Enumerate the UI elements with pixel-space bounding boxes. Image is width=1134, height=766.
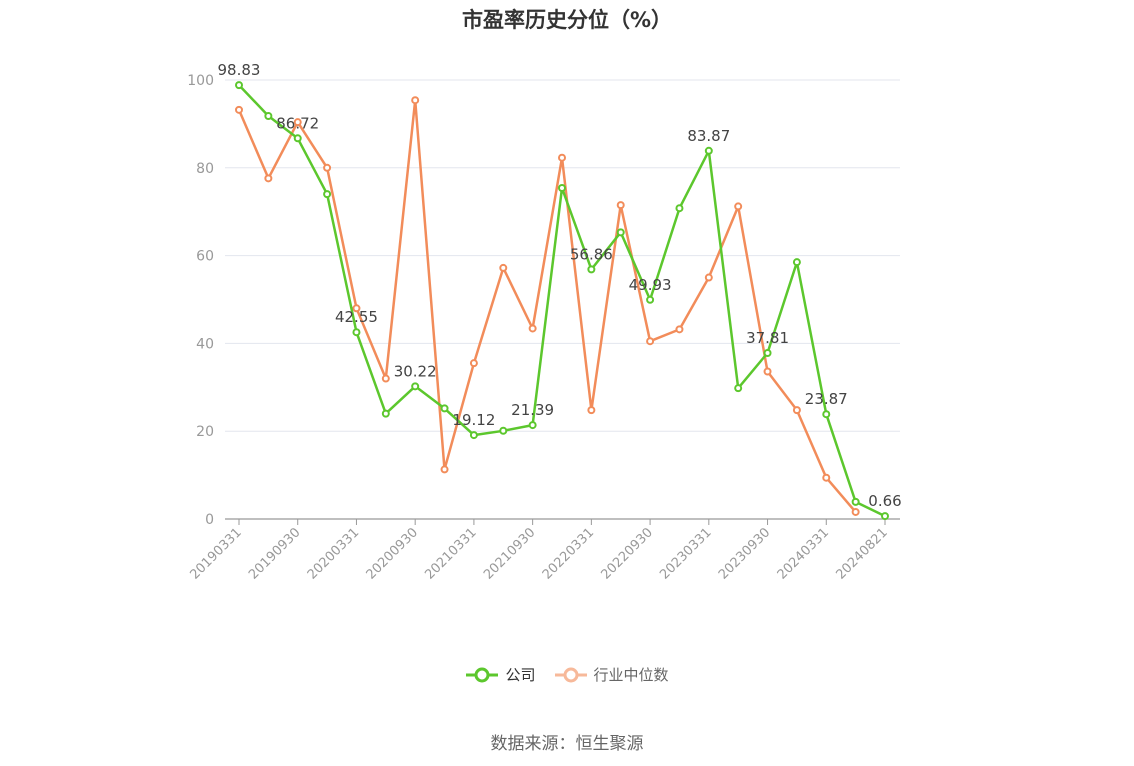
series-line bbox=[238, 84, 886, 518]
data-point[interactable] bbox=[646, 295, 655, 304]
series-company bbox=[235, 81, 889, 521]
data-point[interactable] bbox=[851, 507, 860, 516]
data-point[interactable] bbox=[352, 328, 361, 337]
data-point[interactable] bbox=[264, 174, 273, 183]
x-tick-label: 20220930 bbox=[599, 525, 656, 582]
data-point[interactable] bbox=[616, 228, 625, 237]
grid-lines: 0 20 40 60 80 100 bbox=[187, 73, 900, 528]
x-tick-label: 20240331 bbox=[775, 525, 832, 582]
data-label: 37.81 bbox=[746, 329, 789, 347]
y-tick-label: 100 bbox=[187, 73, 214, 89]
data-point[interactable] bbox=[675, 325, 684, 334]
data-point[interactable] bbox=[587, 265, 596, 274]
y-tick-label: 60 bbox=[196, 249, 214, 265]
data-point[interactable] bbox=[734, 384, 743, 393]
data-labels: 98.83 86.72 42.55 30.22 19.12 21.39 56.86 49.93… bbox=[218, 61, 902, 510]
x-axis: 20190331 20190930 20200331 20200930 20210331… bbox=[187, 518, 900, 583]
data-label: 83.87 bbox=[687, 127, 730, 145]
data-point[interactable] bbox=[528, 324, 537, 333]
data-point[interactable] bbox=[558, 153, 566, 162]
data-point[interactable] bbox=[881, 512, 889, 521]
series-layer bbox=[235, 81, 889, 521]
data-point[interactable] bbox=[646, 337, 655, 346]
legend-item-industry[interactable]: 行业中位数 bbox=[554, 664, 669, 685]
y-tick-label: 40 bbox=[196, 336, 214, 352]
data-point[interactable] bbox=[704, 146, 713, 155]
x-tick-label: 20240821 bbox=[833, 525, 890, 582]
data-point[interactable] bbox=[704, 273, 713, 282]
data-label: 23.87 bbox=[805, 390, 848, 408]
data-label: 19.12 bbox=[452, 411, 495, 429]
data-point[interactable] bbox=[440, 404, 449, 413]
data-label: 30.22 bbox=[394, 362, 437, 380]
source-note: 数据来源：恒生聚源 bbox=[490, 734, 644, 754]
x-tick-label: 20190331 bbox=[187, 525, 244, 582]
data-label: 42.55 bbox=[335, 308, 378, 326]
data-point[interactable] bbox=[792, 258, 801, 267]
data-label: 21.39 bbox=[511, 401, 554, 419]
data-point[interactable] bbox=[469, 359, 478, 368]
data-point[interactable] bbox=[323, 190, 332, 199]
data-point[interactable] bbox=[499, 426, 508, 435]
data-point[interactable] bbox=[558, 183, 566, 192]
data-point[interactable] bbox=[293, 134, 302, 143]
data-point[interactable] bbox=[235, 81, 243, 90]
legend: 公司 行业中位数 bbox=[0, 664, 1134, 685]
data-label: 86.72 bbox=[276, 114, 319, 132]
data-point[interactable] bbox=[499, 263, 508, 272]
x-tick-label: 20230930 bbox=[716, 525, 773, 582]
series-line bbox=[237, 98, 857, 513]
data-point[interactable] bbox=[763, 367, 772, 376]
data-label: 0.66 bbox=[868, 492, 901, 510]
chart-title: 市盈率历史分位（%） bbox=[461, 8, 673, 32]
legend-company-icon bbox=[466, 667, 499, 682]
data-label: 98.83 bbox=[218, 61, 261, 79]
data-point[interactable] bbox=[528, 421, 537, 430]
x-tick-label: 20230331 bbox=[657, 525, 714, 582]
y-tick-label: 80 bbox=[196, 161, 214, 177]
x-tick-label: 20220331 bbox=[540, 525, 597, 582]
series-industry bbox=[235, 96, 860, 516]
x-tick-label: 20210930 bbox=[481, 525, 538, 582]
x-tick-label: 20200930 bbox=[364, 525, 421, 582]
data-point[interactable] bbox=[792, 406, 801, 415]
data-point[interactable] bbox=[587, 406, 596, 415]
data-point[interactable] bbox=[381, 409, 390, 418]
data-point[interactable] bbox=[264, 111, 273, 120]
data-point[interactable] bbox=[411, 96, 420, 105]
data-point[interactable] bbox=[616, 201, 625, 210]
x-tick-label: 20200331 bbox=[305, 525, 362, 582]
data-point[interactable] bbox=[293, 118, 302, 127]
data-point[interactable] bbox=[734, 202, 743, 211]
data-point[interactable] bbox=[822, 410, 831, 419]
data-point[interactable] bbox=[381, 374, 390, 383]
x-tick-label: 20210331 bbox=[422, 525, 479, 582]
data-point[interactable] bbox=[411, 382, 420, 391]
data-point[interactable] bbox=[440, 465, 449, 474]
data-point[interactable] bbox=[822, 473, 831, 482]
data-label: 56.86 bbox=[570, 245, 613, 263]
data-point[interactable] bbox=[675, 204, 684, 213]
x-tick-label: 20190930 bbox=[246, 525, 303, 582]
data-point[interactable] bbox=[352, 304, 361, 313]
legend-industry-label: 行业中位数 bbox=[593, 666, 669, 684]
data-point[interactable] bbox=[851, 497, 860, 506]
y-tick-label: 0 bbox=[205, 512, 214, 528]
data-point[interactable] bbox=[323, 163, 332, 172]
data-point[interactable] bbox=[763, 349, 772, 358]
y-tick-label: 20 bbox=[196, 424, 214, 440]
data-label: 49.93 bbox=[629, 276, 672, 294]
legend-company-label: 公司 bbox=[505, 666, 536, 684]
legend-item-company[interactable]: 公司 bbox=[465, 664, 536, 685]
data-point[interactable] bbox=[235, 105, 243, 114]
data-point[interactable] bbox=[469, 431, 478, 440]
legend-industry-icon bbox=[554, 667, 587, 682]
